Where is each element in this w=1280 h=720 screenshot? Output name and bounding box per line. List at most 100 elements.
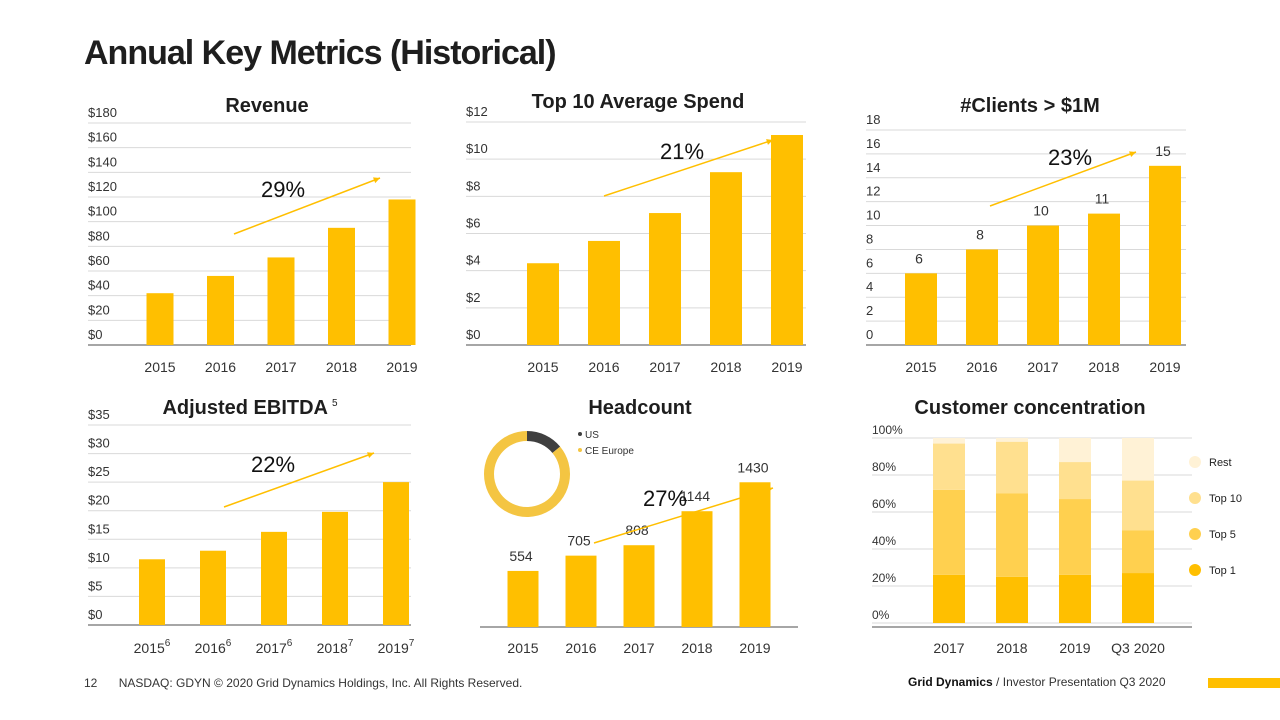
footer-accent-bar bbox=[1208, 678, 1280, 688]
page-number: 12 bbox=[84, 676, 98, 690]
x-tick-label: 2019 bbox=[1059, 640, 1090, 656]
bar-ebitda bbox=[261, 531, 287, 625]
x-tick-label: 2015 bbox=[527, 359, 558, 375]
x-tick-label: 2016 bbox=[966, 359, 997, 375]
x-tick-footnote: 6 bbox=[226, 638, 232, 649]
growth-arrow-head bbox=[766, 486, 773, 493]
x-tick-footnote: 6 bbox=[165, 638, 171, 649]
page-title: Annual Key Metrics (Historical) bbox=[84, 34, 557, 72]
x-tick-label: 2019 bbox=[739, 640, 770, 656]
bar-clients bbox=[1088, 213, 1120, 345]
growth-arrow-line bbox=[233, 177, 381, 235]
growth-rate-label: 22% bbox=[251, 452, 295, 477]
bar-ebitda bbox=[322, 511, 348, 625]
x-tick-label: 2016 bbox=[588, 359, 619, 375]
stack-segment-rest bbox=[996, 438, 1028, 442]
x-tick-label: 2018 bbox=[326, 359, 357, 375]
y-tick-label: 20% bbox=[872, 571, 896, 585]
bar-clients bbox=[905, 273, 937, 345]
y-tick-label: $80 bbox=[88, 228, 110, 243]
bar-top10 bbox=[649, 213, 681, 345]
bar-revenue bbox=[267, 257, 295, 345]
x-tick-footnote: 7 bbox=[348, 638, 354, 649]
bar-clients bbox=[966, 249, 998, 345]
bar-top10 bbox=[771, 135, 803, 345]
x-tick-label: 2018 bbox=[996, 640, 1027, 656]
bar-clients bbox=[1027, 225, 1059, 345]
bar-data-label: 6 bbox=[915, 250, 923, 266]
growth-arrow-head bbox=[373, 177, 380, 184]
stack-segment-top-5 bbox=[933, 489, 965, 575]
y-tick-label: 16 bbox=[866, 136, 880, 151]
stack-segment-top-5 bbox=[996, 493, 1028, 577]
chart-title-concentration: Customer concentration bbox=[914, 397, 1145, 419]
stack-segment-top-5 bbox=[1122, 530, 1154, 574]
stack-segment-top-1 bbox=[1122, 573, 1154, 623]
bar-headcount bbox=[507, 570, 539, 627]
chart-title-clients: #Clients > $1M bbox=[960, 95, 1100, 117]
footer: 12 NASDAQ: GDYN © 2020 Grid Dynamics Hol… bbox=[84, 676, 522, 690]
chart-title-top10: Top 10 Average Spend bbox=[532, 91, 745, 113]
legend-marker bbox=[1189, 456, 1201, 468]
bar-ebitda bbox=[139, 559, 165, 625]
donut-legend-marker bbox=[578, 432, 582, 436]
stack-segment-top-10 bbox=[1059, 462, 1091, 500]
x-tick-label: 2015 bbox=[905, 359, 936, 375]
bar-headcount bbox=[681, 511, 713, 627]
x-tick-label: 2017 bbox=[649, 359, 680, 375]
x-tick-label: 2018 bbox=[710, 359, 741, 375]
bar-top10 bbox=[527, 263, 559, 345]
y-tick-label: $35 bbox=[88, 407, 110, 422]
x-tick-label: 20187 bbox=[317, 638, 354, 656]
bar-headcount bbox=[739, 482, 771, 627]
y-tick-label: $20 bbox=[88, 302, 110, 317]
y-tick-label: 0% bbox=[872, 608, 890, 622]
donut-slice bbox=[526, 431, 561, 454]
y-tick-label: $160 bbox=[88, 130, 117, 145]
x-tick-footnote: 7 bbox=[409, 638, 415, 649]
y-tick-label: $25 bbox=[88, 464, 110, 479]
bar-data-label: 554 bbox=[509, 548, 533, 564]
y-tick-label: $8 bbox=[466, 178, 480, 193]
growth-rate-label: 27% bbox=[643, 486, 687, 511]
y-tick-label: $10 bbox=[466, 141, 488, 156]
bar-data-label: 705 bbox=[567, 533, 591, 549]
bar-top10 bbox=[588, 240, 620, 345]
y-tick-label: $0 bbox=[88, 327, 102, 342]
y-tick-label: $15 bbox=[88, 521, 110, 536]
y-tick-label: $5 bbox=[88, 578, 102, 593]
x-tick-label: 2019 bbox=[386, 359, 417, 375]
x-tick-label: 2016 bbox=[565, 640, 596, 656]
bar-headcount bbox=[565, 555, 597, 627]
stack-segment-top-1 bbox=[933, 574, 965, 623]
y-tick-label: $140 bbox=[88, 154, 117, 169]
y-tick-label: $4 bbox=[466, 253, 480, 268]
footer-brand-block: Grid Dynamics / Investor Presentation Q3… bbox=[908, 675, 1166, 689]
x-tick-label: 20197 bbox=[378, 638, 415, 656]
footer-deck-title: Investor Presentation Q3 2020 bbox=[1002, 675, 1166, 689]
y-tick-label: $40 bbox=[88, 278, 110, 293]
stack-segment-top-1 bbox=[996, 576, 1028, 623]
stack-segment-top-1 bbox=[1059, 574, 1091, 623]
y-tick-label: $20 bbox=[88, 493, 110, 508]
bar-data-label: 1430 bbox=[737, 459, 768, 475]
y-tick-label: 6 bbox=[866, 255, 873, 270]
y-tick-label: 60% bbox=[872, 497, 896, 511]
y-tick-label: 14 bbox=[866, 160, 880, 175]
legend-label: Top 5 bbox=[1209, 529, 1236, 541]
x-tick-label: 2017 bbox=[1027, 359, 1058, 375]
bar-data-label: 11 bbox=[1095, 191, 1110, 207]
stack-segment-rest bbox=[1059, 438, 1091, 463]
growth-rate-label: 23% bbox=[1048, 145, 1092, 170]
x-tick-label: 2016 bbox=[205, 359, 236, 375]
x-tick-footnote: 6 bbox=[287, 638, 293, 649]
x-tick-label: 2017 bbox=[933, 640, 964, 656]
y-tick-label: $0 bbox=[466, 327, 480, 342]
y-tick-label: 18 bbox=[866, 112, 880, 127]
y-tick-label: $6 bbox=[466, 216, 480, 231]
y-tick-label: 4 bbox=[866, 279, 873, 294]
y-tick-label: $60 bbox=[88, 253, 110, 268]
y-tick-label: $2 bbox=[466, 290, 480, 305]
bar-revenue bbox=[388, 199, 416, 345]
